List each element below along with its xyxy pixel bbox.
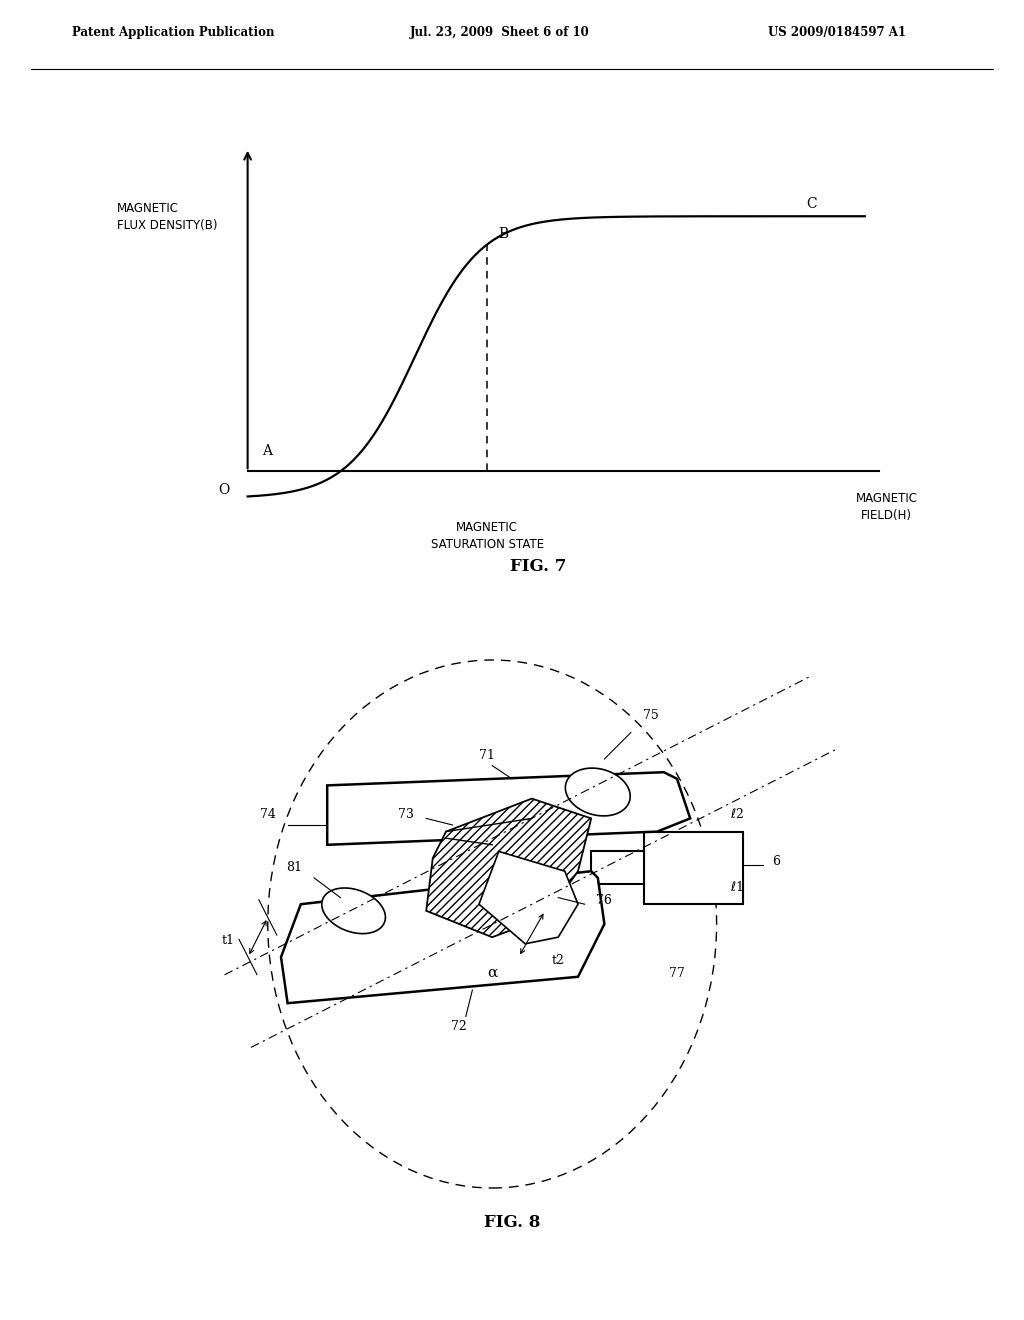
Text: MAGNETIC
FIELD(H): MAGNETIC FIELD(H): [856, 492, 918, 521]
Polygon shape: [644, 832, 743, 904]
Polygon shape: [328, 772, 690, 845]
Polygon shape: [591, 851, 644, 884]
Text: MAGNETIC
SATURATION STATE: MAGNETIC SATURATION STATE: [431, 521, 544, 550]
Text: t2: t2: [552, 953, 564, 966]
Text: B: B: [498, 227, 508, 242]
Text: α: α: [487, 966, 498, 979]
Polygon shape: [479, 851, 578, 944]
Text: $\ell$2: $\ell$2: [730, 808, 743, 821]
Text: 73: 73: [398, 808, 415, 821]
Text: 81: 81: [286, 861, 302, 874]
Text: 76: 76: [596, 894, 612, 907]
Text: Patent Application Publication: Patent Application Publication: [72, 26, 274, 40]
Text: 72: 72: [452, 1019, 467, 1032]
Text: 71: 71: [479, 748, 495, 762]
Text: C: C: [807, 197, 817, 211]
Text: 6: 6: [772, 854, 780, 867]
Polygon shape: [281, 871, 604, 1003]
Text: Jul. 23, 2009  Sheet 6 of 10: Jul. 23, 2009 Sheet 6 of 10: [410, 26, 590, 40]
Text: $\ell$1: $\ell$1: [730, 880, 743, 894]
Text: US 2009/0184597 A1: US 2009/0184597 A1: [768, 26, 906, 40]
Text: 74: 74: [260, 808, 275, 821]
Text: FIG. 7: FIG. 7: [510, 558, 566, 576]
Polygon shape: [426, 799, 591, 937]
Text: MAGNETIC
FLUX DENSITY(B): MAGNETIC FLUX DENSITY(B): [117, 202, 217, 232]
Text: 75: 75: [643, 709, 658, 722]
Text: t1: t1: [222, 933, 234, 946]
Text: FIG. 8: FIG. 8: [483, 1214, 541, 1232]
Polygon shape: [565, 768, 630, 816]
Text: O: O: [218, 483, 229, 496]
Polygon shape: [322, 888, 385, 933]
Text: 77: 77: [669, 966, 685, 979]
Text: A: A: [262, 444, 272, 458]
